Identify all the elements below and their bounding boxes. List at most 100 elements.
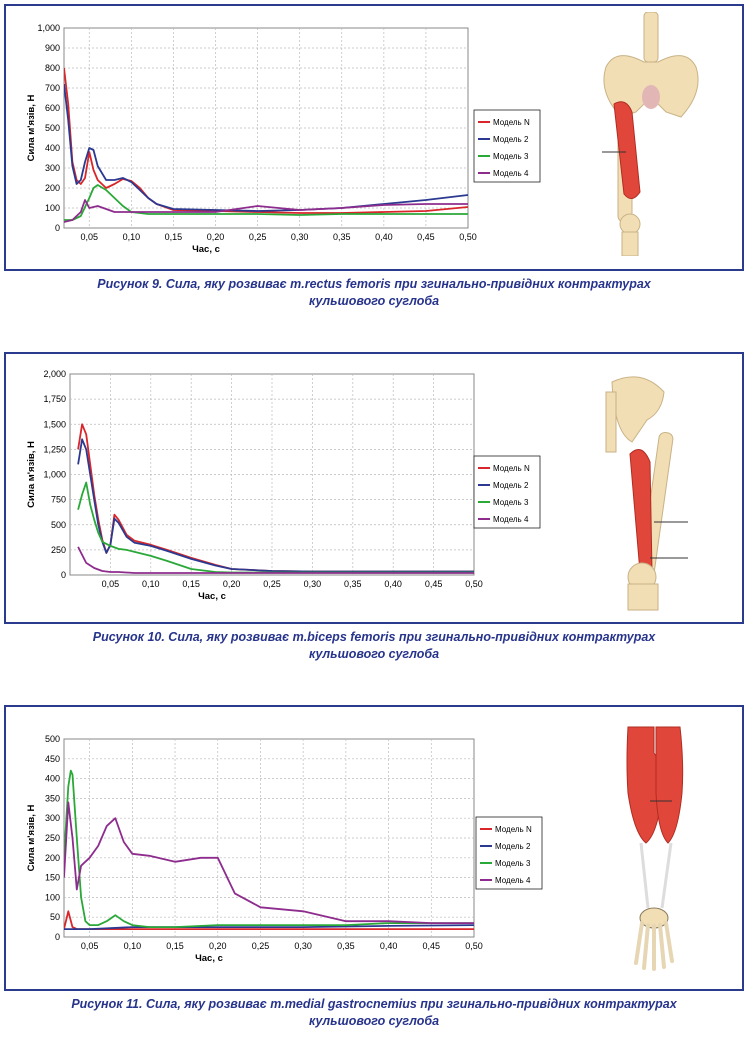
plot-area bbox=[63, 27, 469, 229]
legend: Модель N Модель 2 Модель 3 Модель 4 bbox=[473, 455, 541, 529]
x-tick-label: 0,25 bbox=[249, 232, 267, 242]
legend: Модель N Модель 2 Модель 3 Модель 4 bbox=[473, 109, 541, 183]
figure-9-frame: 0 100 200 300 400 500 600 700 800 900 1,000 0,05 0,1… bbox=[4, 4, 744, 271]
y-tick-label: 150 bbox=[45, 873, 60, 883]
x-tick-label: 0,35 bbox=[337, 941, 355, 951]
y-tick-label: 1,000 bbox=[37, 23, 60, 33]
legend-label: Модель 3 bbox=[493, 152, 529, 161]
chart-medial-gastrocnemius: 0 50 100 150 200 250 300 350 400 450 500 0,05 0,10 0,… bbox=[26, 734, 543, 964]
y-axis-title: Сила м'язів, Н bbox=[26, 804, 37, 871]
y-tick-label: 700 bbox=[45, 83, 60, 93]
legend-label: Модель 3 bbox=[493, 498, 529, 507]
y-tick-label: 1,250 bbox=[43, 444, 66, 454]
y-tick-label: 250 bbox=[51, 545, 66, 555]
figure-9-caption-line2: кульшового суглоба bbox=[308, 294, 440, 308]
legend-label: Модель N bbox=[493, 118, 530, 127]
legend-label: Модель 2 bbox=[495, 842, 531, 851]
y-tick-label: 600 bbox=[45, 103, 60, 113]
x-tick-label: 0,35 bbox=[333, 232, 351, 242]
pelvis-thigh-illustration bbox=[602, 12, 699, 256]
legend-label: Модель 2 bbox=[493, 135, 529, 144]
legend-label: Модель 4 bbox=[495, 876, 531, 885]
y-tick-label: 400 bbox=[45, 143, 60, 153]
plot-area bbox=[69, 373, 475, 576]
legend: Модель N Модель 2 Модель 3 Модель 4 bbox=[475, 816, 543, 890]
chart-biceps-femoris: 0 250 500 750 1,000 1,250 1,500 1,750 2,000 0,05 0… bbox=[26, 369, 541, 602]
x-tick-label: 0,45 bbox=[417, 232, 435, 242]
series-line-4 bbox=[64, 801, 474, 925]
y-tick-label: 400 bbox=[45, 774, 60, 784]
y-tick-label: 1,750 bbox=[43, 394, 66, 404]
x-tick-label: 0,50 bbox=[465, 579, 483, 589]
x-tick-label: 0,25 bbox=[252, 941, 270, 951]
x-axis-title: Час, с bbox=[195, 953, 223, 964]
x-tick-label: 0,05 bbox=[81, 941, 99, 951]
series-line-3 bbox=[64, 769, 474, 929]
y-tick-label: 350 bbox=[45, 793, 60, 803]
x-tick-label: 0,10 bbox=[124, 941, 142, 951]
y-tick-label: 250 bbox=[45, 833, 60, 843]
y-tick-label: 750 bbox=[51, 495, 66, 505]
x-tick-label: 0,15 bbox=[166, 941, 184, 951]
figure-11-caption-line1: Рисунок 11. Сила, яку розвиває m.medial … bbox=[71, 997, 677, 1011]
x-tick-label: 0,25 bbox=[263, 579, 281, 589]
y-tick-label: 50 bbox=[50, 912, 60, 922]
figure-9-caption-line1: Рисунок 9. Сила, яку розвиває m.rectus f… bbox=[97, 277, 651, 291]
y-tick-label: 100 bbox=[45, 203, 60, 213]
x-tick-label: 0,45 bbox=[425, 579, 443, 589]
x-tick-label: 0,40 bbox=[375, 232, 393, 242]
x-tick-label: 0,20 bbox=[209, 941, 227, 951]
y-axis-title: Сила м'язів, Н bbox=[26, 94, 37, 161]
figure-10-caption: Рисунок 10. Сила, яку розвиває m.biceps … bbox=[4, 629, 744, 663]
x-tick-label: 0,10 bbox=[123, 232, 141, 242]
y-tick-label: 900 bbox=[45, 43, 60, 53]
x-tick-label: 0,45 bbox=[423, 941, 441, 951]
series-line-4 bbox=[64, 199, 468, 223]
x-tick-label: 0,40 bbox=[384, 579, 402, 589]
plot-area bbox=[63, 738, 475, 938]
legend-label: Модель 3 bbox=[495, 859, 531, 868]
figure-9-caption: Рисунок 9. Сила, яку розвиває m.rectus f… bbox=[4, 276, 744, 310]
x-tick-label: 0,10 bbox=[142, 579, 160, 589]
y-tick-label: 200 bbox=[45, 183, 60, 193]
series-line-2 bbox=[64, 924, 474, 931]
y-tick-label: 500 bbox=[51, 520, 66, 530]
x-tick-label: 0,15 bbox=[165, 232, 183, 242]
x-tick-label: 0,05 bbox=[80, 232, 98, 242]
figure-10-caption-line2: кульшового суглоба bbox=[308, 647, 440, 661]
x-tick-label: 0,20 bbox=[207, 232, 225, 242]
x-axis-title: Час, с bbox=[192, 244, 220, 255]
x-tick-label: 0,05 bbox=[102, 579, 120, 589]
y-tick-label: 100 bbox=[45, 892, 60, 902]
y-tick-label: 1,000 bbox=[43, 470, 66, 480]
y-tick-label: 300 bbox=[45, 163, 60, 173]
figure-10-frame: 0 250 500 750 1,000 1,250 1,500 1,750 2,000 0,05 0… bbox=[4, 352, 744, 624]
series-line-2 bbox=[77, 438, 474, 573]
lower-leg-foot-illustration bbox=[626, 726, 684, 971]
x-tick-label: 0,50 bbox=[465, 941, 483, 951]
chart-rectus-femoris: 0 100 200 300 400 500 600 700 800 900 1,000 0,05 0,1… bbox=[26, 23, 541, 255]
y-tick-label: 300 bbox=[45, 813, 60, 823]
x-tick-label: 0,30 bbox=[304, 579, 322, 589]
figure-10-caption-line1: Рисунок 10. Сила, яку розвиває m.biceps … bbox=[92, 630, 656, 644]
y-tick-label: 450 bbox=[45, 754, 60, 764]
x-tick-label: 0,20 bbox=[223, 579, 241, 589]
x-tick-label: 0,15 bbox=[182, 579, 200, 589]
x-tick-label: 0,30 bbox=[291, 232, 309, 242]
legend-label: Модель N bbox=[493, 464, 530, 473]
legend-label: Модель N bbox=[495, 825, 532, 834]
y-tick-label: 800 bbox=[45, 63, 60, 73]
y-tick-label: 0 bbox=[55, 223, 60, 233]
x-tick-label: 0,50 bbox=[459, 232, 477, 242]
figure-11-caption: Рисунок 11. Сила, яку розвиває m.medial … bbox=[4, 996, 744, 1030]
legend-label: Модель 4 bbox=[493, 169, 529, 178]
y-axis-title: Сила м'язів, Н bbox=[26, 441, 37, 508]
y-tick-label: 500 bbox=[45, 734, 60, 744]
x-tick-label: 0,30 bbox=[294, 941, 312, 951]
y-tick-label: 500 bbox=[45, 123, 60, 133]
series-line-4 bbox=[77, 546, 474, 574]
y-tick-label: 0 bbox=[55, 932, 60, 942]
y-tick-label: 1,500 bbox=[43, 419, 66, 429]
figure-11-caption-line2: кульшового суглоба bbox=[308, 1014, 440, 1028]
y-tick-label: 200 bbox=[45, 853, 60, 863]
